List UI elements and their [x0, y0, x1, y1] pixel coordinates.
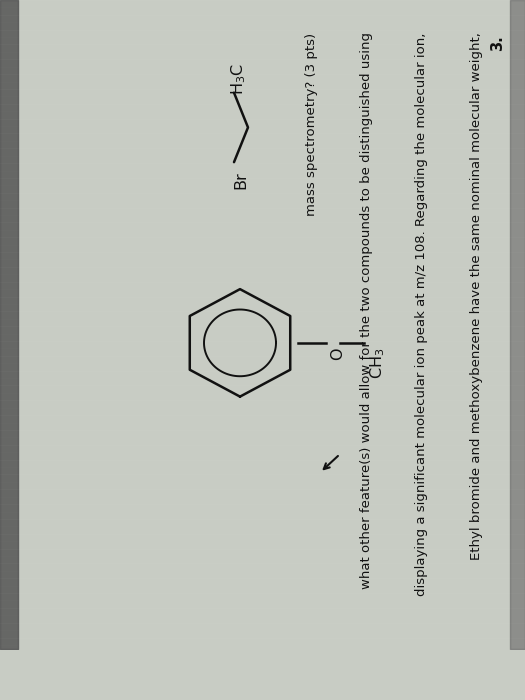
Text: H$_3$C: H$_3$C: [229, 63, 248, 95]
Text: Ethyl bromide and methoxybenzene have the same nominal molecular weight,: Ethyl bromide and methoxybenzene have th…: [470, 32, 483, 560]
Text: displaying a significant molecular ion peak at m/z 108. Regarding the molecular : displaying a significant molecular ion p…: [415, 32, 428, 596]
Text: O: O: [330, 347, 345, 360]
Text: mass spectrometry? (3 pts): mass spectrometry? (3 pts): [305, 32, 318, 216]
Text: Br: Br: [233, 172, 248, 189]
Text: 3.: 3.: [490, 35, 505, 51]
Text: CH$_3$: CH$_3$: [368, 347, 387, 379]
Text: what other feature(s) would allow for the two compounds to be distinguished usin: what other feature(s) would allow for th…: [360, 32, 373, 589]
